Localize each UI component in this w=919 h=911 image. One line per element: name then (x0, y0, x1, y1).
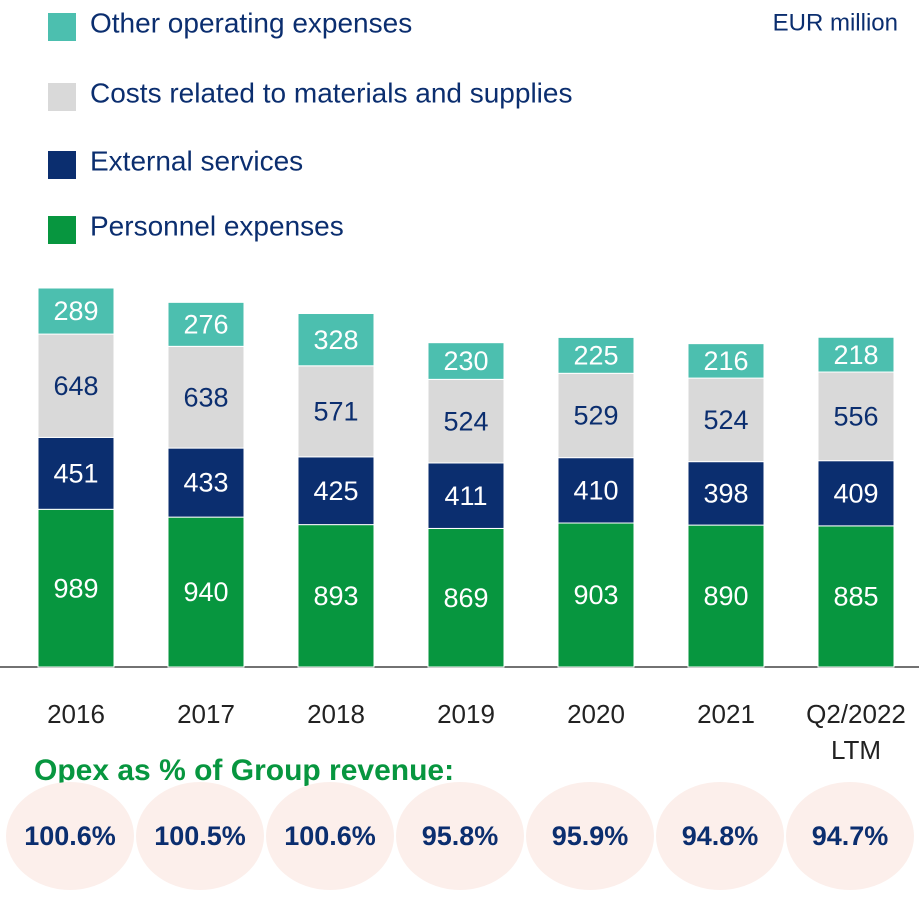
bar-segment (297, 524, 375, 668)
ratio-label: 95.8% (422, 821, 499, 851)
value-label: 885 (833, 582, 878, 612)
bar-segment (167, 345, 245, 449)
value-label: 903 (573, 580, 618, 610)
legend-label: Personnel expenses (90, 210, 344, 241)
value-label: 276 (183, 309, 228, 339)
value-label: 529 (573, 401, 618, 431)
value-label: 398 (703, 478, 748, 508)
value-label: 571 (313, 396, 358, 426)
ratio-label: 95.9% (552, 821, 629, 851)
legend-swatch (48, 13, 76, 41)
bar-segment (817, 371, 895, 462)
value-label: 556 (833, 401, 878, 431)
x-tick-label: Q2/2022 LTM (806, 699, 906, 765)
bar-segment (557, 336, 635, 374)
legend-label: Other operating expenses (90, 7, 412, 38)
value-label: 289 (53, 296, 98, 326)
value-label: 869 (443, 583, 488, 613)
value-label: 648 (53, 371, 98, 401)
bar-segment (297, 365, 375, 458)
unit-label: EUR million (773, 9, 898, 36)
bar-segment (557, 372, 635, 459)
x-tick-label: 2018 (307, 699, 365, 729)
value-label: 524 (443, 406, 488, 436)
value-label: 216 (703, 346, 748, 376)
bar-segment (427, 342, 505, 380)
value-label: 410 (573, 475, 618, 505)
value-label: 225 (573, 340, 618, 370)
bar-segment (817, 460, 895, 527)
bar-segment (297, 313, 375, 367)
bar-segment (817, 336, 895, 373)
ratio-label: 100.6% (284, 821, 376, 851)
value-label: 890 (703, 581, 748, 611)
ratio-bubble (656, 782, 784, 890)
ratio-label: 94.7% (812, 821, 889, 851)
value-label: 638 (183, 382, 228, 412)
value-label: 411 (444, 481, 487, 511)
ratio-label: 94.8% (682, 821, 759, 851)
legend-swatch (48, 216, 76, 244)
ratio-bubble (526, 782, 654, 890)
value-label: 218 (833, 340, 878, 370)
x-tick-label: 2016 (47, 699, 105, 729)
bar-segment (687, 343, 765, 379)
value-label: 940 (183, 577, 228, 607)
bar-segment (557, 457, 635, 524)
bar-segment (167, 447, 245, 518)
value-label: 893 (313, 581, 358, 611)
bar-segment (687, 524, 765, 668)
ratio-bubble (396, 782, 524, 890)
value-label: 230 (443, 346, 488, 376)
value-label: 989 (53, 573, 98, 603)
bar-segment (427, 462, 505, 529)
bar-segment (427, 527, 505, 668)
x-tick-label: 2021 (697, 699, 755, 729)
ratio-bubble (136, 782, 264, 890)
ratio-bubble (786, 782, 914, 890)
legend-label: External services (90, 145, 303, 176)
bar-segment (37, 508, 115, 668)
ratio-title: Opex as % of Group revenue: (34, 754, 454, 787)
ratio-bubble (266, 782, 394, 890)
value-label: 451 (53, 458, 98, 488)
bar-segment (167, 301, 245, 347)
ratio-label: 100.5% (154, 821, 246, 851)
bar-segment (557, 522, 635, 668)
bar-segment (687, 377, 765, 463)
ratio-label: 100.6% (24, 821, 116, 851)
value-label: 425 (313, 476, 358, 506)
value-label: 328 (313, 325, 358, 355)
ratio-bubble (6, 782, 134, 890)
legend-swatch (48, 151, 76, 179)
bar-segment (427, 378, 505, 464)
bar-segment (37, 287, 115, 335)
bar-segment (167, 516, 245, 668)
bar-segment (687, 461, 765, 526)
x-tick-label: 2020 (567, 699, 625, 729)
value-label: 409 (833, 478, 878, 508)
x-tick-label: 2017 (177, 699, 235, 729)
bar-segment (297, 456, 375, 526)
bar-segment (817, 525, 895, 668)
legend-label: Costs related to materials and supplies (90, 77, 572, 108)
value-label: 433 (183, 468, 228, 498)
bar-segment (37, 436, 115, 510)
legend-swatch (48, 83, 76, 111)
x-tick-label: 2019 (437, 699, 495, 729)
value-label: 524 (703, 405, 748, 435)
